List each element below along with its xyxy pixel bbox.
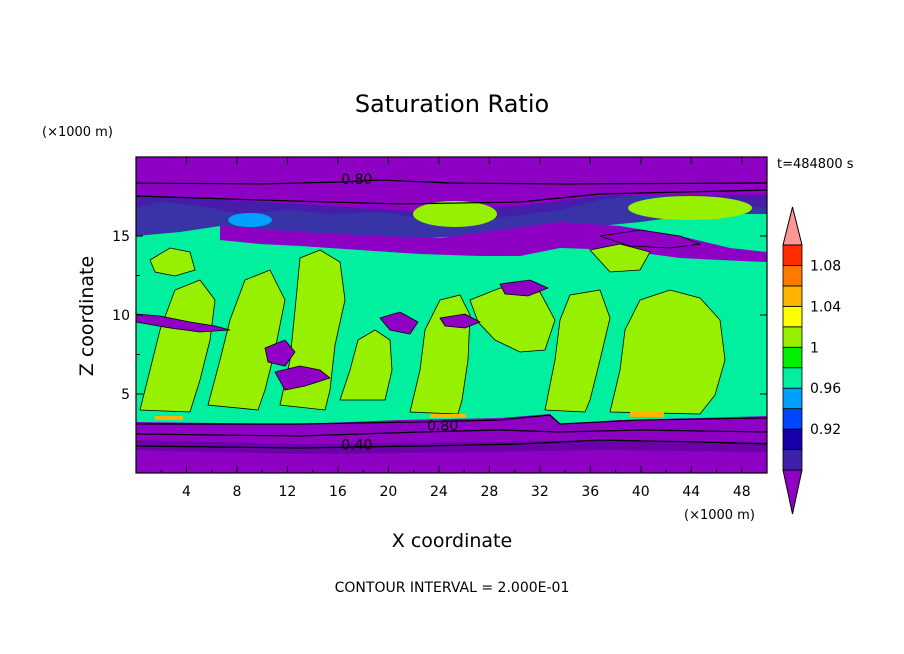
colorbar-label: 1.08 xyxy=(810,258,841,274)
x-tick-label: 8 xyxy=(232,484,241,500)
x-tick-label: 28 xyxy=(480,484,498,500)
upper-cloud-b xyxy=(628,196,752,220)
contour-interval-footer: CONTOUR INTERVAL = 2.000E-01 xyxy=(335,580,570,596)
upper-cloud-a xyxy=(413,201,497,227)
y-tick-label: 15 xyxy=(112,229,130,245)
x-tick-label: 16 xyxy=(329,484,347,500)
colorbar-box xyxy=(782,244,803,266)
contour-labels: 0.80 0.80 0.40 xyxy=(341,172,458,453)
y-tick-label: 5 xyxy=(121,387,130,403)
y-tick-label: 10 xyxy=(112,308,130,324)
y-axis-label: Z coordinate xyxy=(76,256,98,376)
surface-spot-c xyxy=(630,412,664,417)
dry-pockets xyxy=(136,229,702,391)
colorbar-label: 1 xyxy=(810,340,819,356)
colorbar: 0.92 0.96 1 1.04 1.08 xyxy=(782,206,841,515)
x-axis-label: X coordinate xyxy=(392,530,512,552)
colorbar-label: 0.92 xyxy=(810,422,841,438)
time-label: t=484800 s xyxy=(777,157,854,172)
x-tick-label: 24 xyxy=(430,484,448,500)
x-tick-label: 20 xyxy=(379,484,397,500)
top-dry-band xyxy=(136,157,767,195)
colorbar-box xyxy=(782,367,803,389)
upper-cloud-c xyxy=(228,213,272,227)
colorbar-label: 1.04 xyxy=(810,299,841,315)
colorbar-box xyxy=(782,387,803,410)
y-unit-label: (×1000 m) xyxy=(42,125,113,140)
contour-lines xyxy=(136,179,767,449)
contour-label: 0.80 xyxy=(341,172,372,188)
colorbar-box xyxy=(782,326,803,348)
colorbar-box xyxy=(782,449,803,471)
x-unit-label: (×1000 m) xyxy=(684,508,755,523)
contour-label: 0.40 xyxy=(341,438,372,454)
surface-spot-a xyxy=(155,416,183,420)
x-tick-label: 4 xyxy=(182,484,191,500)
y-axis-ticks: 5 10 15 xyxy=(112,196,767,434)
x-tick-label: 12 xyxy=(279,484,297,500)
colorbar-high-triangle xyxy=(782,206,803,246)
contour-field xyxy=(136,157,767,473)
colorbar-box xyxy=(782,305,803,328)
colorbar-low-triangle xyxy=(782,469,803,515)
x-axis-ticks: 4 8 12 16 20 24 28 32 36 40 44 48 xyxy=(160,157,751,500)
x-tick-label: 36 xyxy=(581,484,599,500)
contour-label: 0.80 xyxy=(427,419,458,435)
colorbar-label: 0.96 xyxy=(810,381,841,397)
colorbar-box xyxy=(782,265,803,287)
x-tick-label: 44 xyxy=(682,484,700,500)
x-tick-label: 48 xyxy=(733,484,751,500)
colorbar-box xyxy=(782,428,803,450)
colorbar-box xyxy=(782,285,803,307)
chart-title: Saturation Ratio xyxy=(355,90,549,118)
colorbar-box xyxy=(782,408,803,430)
surface-spot-b xyxy=(430,414,466,418)
lower-dry-darker-band xyxy=(136,440,767,454)
x-tick-label: 32 xyxy=(531,484,549,500)
colorbar-box xyxy=(782,346,803,369)
x-tick-label: 40 xyxy=(632,484,650,500)
